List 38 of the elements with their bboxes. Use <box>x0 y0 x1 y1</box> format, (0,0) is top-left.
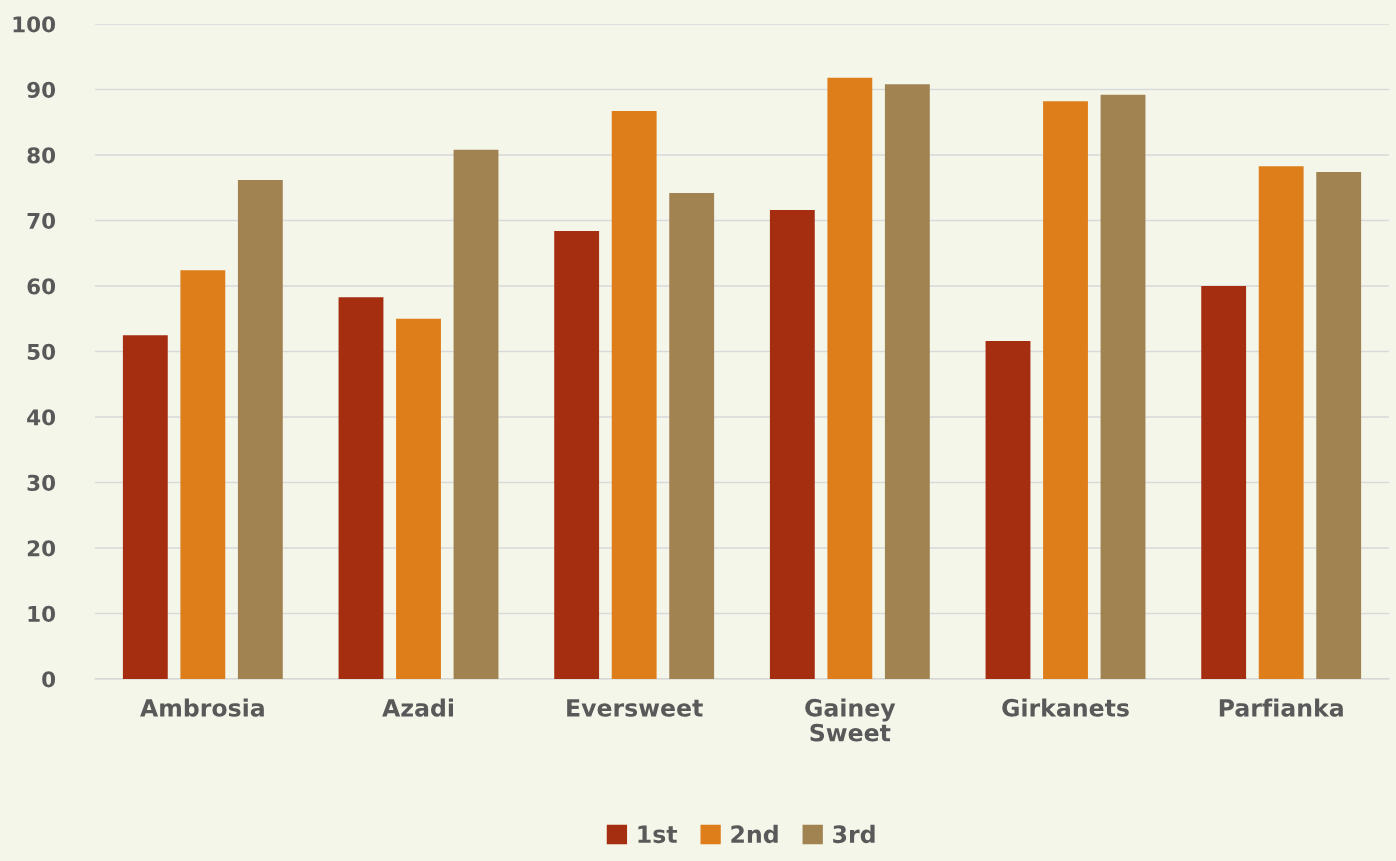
bar <box>884 84 930 679</box>
x-tick-label: Parfianka <box>1219 698 1343 717</box>
bar <box>122 335 168 679</box>
y-tick-label: 60 <box>27 278 56 295</box>
y-tick-label: 50 <box>27 343 56 360</box>
legend-label: 3rd <box>833 824 875 844</box>
bar <box>453 149 499 679</box>
x-tick-label: Girkanets <box>1002 698 1129 717</box>
y-tick-label: 100 <box>13 16 56 33</box>
x-tick-label: Eversweet <box>567 699 703 717</box>
x-tick-label: Gainey Sweet <box>805 698 896 742</box>
y-tick-label: 30 <box>27 474 56 491</box>
y-tick-label: 20 <box>27 540 56 557</box>
bar <box>237 179 283 679</box>
legend-label: 2nd <box>731 824 778 844</box>
y-tick-label: 80 <box>27 147 56 164</box>
bar <box>1201 286 1247 679</box>
x-tick-label: Azadi <box>382 698 453 717</box>
x-tick-label: Ambrosia <box>140 698 264 717</box>
bar <box>180 270 226 679</box>
y-tick-label: 40 <box>27 409 56 426</box>
y-tick-label: 70 <box>27 212 56 229</box>
bar <box>611 111 657 679</box>
y-tick-label: 10 <box>28 605 56 622</box>
bar <box>554 230 600 679</box>
y-tick-label: 90 <box>27 81 56 98</box>
legend-label: 1st <box>638 825 678 844</box>
bar <box>669 192 715 679</box>
bar <box>769 210 815 679</box>
bar <box>396 318 441 679</box>
bar <box>1258 166 1304 679</box>
bar <box>1100 94 1146 679</box>
bar <box>985 341 1031 679</box>
bar <box>338 297 384 679</box>
bar <box>1316 172 1362 679</box>
bar <box>827 77 873 679</box>
y-tick-label: 0 <box>42 671 56 688</box>
bar <box>1043 101 1088 679</box>
